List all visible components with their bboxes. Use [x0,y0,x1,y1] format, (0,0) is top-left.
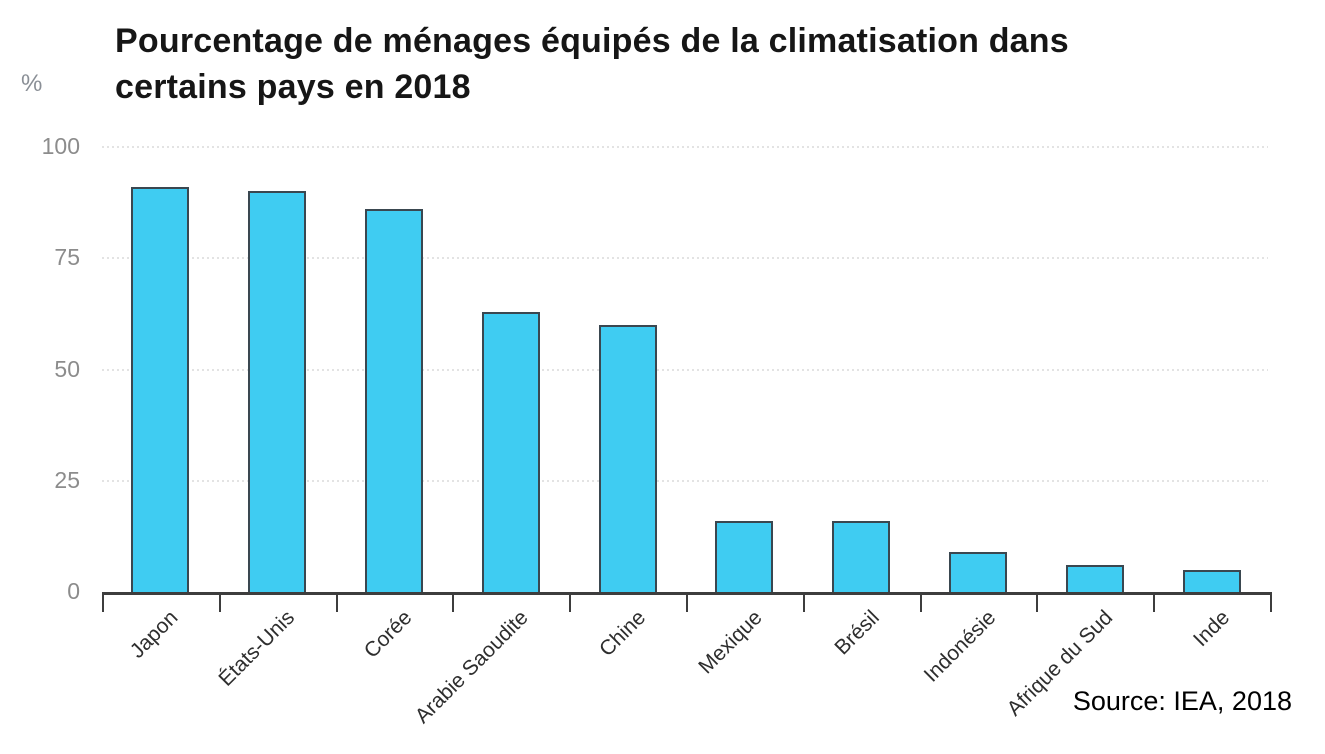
x-axis-tick-5 [686,592,688,612]
bar-mexique [715,521,773,592]
y-tick-label-0: 0 [67,578,80,604]
y-tick-label-25: 25 [54,466,80,493]
bar-inde [1183,570,1241,592]
y-tick-label-75: 75 [54,244,80,271]
y-tick-label-50: 50 [54,355,80,382]
gridline-50 [102,368,1268,371]
source-note: Source: IEA, 2018 [1072,686,1292,716]
x-axis-tick-3 [452,592,454,612]
bar--tats-unis [248,191,306,592]
gridline-25 [102,479,1268,482]
bar-br-sil [832,521,890,592]
bar-japon [131,187,189,592]
chart-title: Pourcentage de ménages équipés de la cli… [115,18,1069,110]
x-category-label-br-sil: Brésil [830,606,884,660]
chart-title-line1: Pourcentage de ménages équipés de la cli… [115,22,1069,60]
x-axis-tick-9 [1153,592,1155,612]
bar-chine [599,325,657,592]
x-category-label-indon-sie: Indonésie [919,606,1001,687]
bar-cor-e [365,209,423,592]
x-axis-tick-0 [102,592,104,612]
gridline-75 [102,257,1268,260]
gridline-100 [102,146,1268,148]
x-axis-tick-4 [569,592,571,612]
bar-afrique-du-sud [1066,565,1124,592]
y-axis-unit-label: % [21,70,43,97]
x-category-label-chine: Chine [594,606,650,662]
x-axis-tick-10 [1270,592,1272,612]
x-category-label-japon: Japon [125,606,183,663]
x-axis-tick-2 [336,592,338,612]
x-category-label-cor-e: Corée [359,606,417,663]
x-category-label-mexique: Mexique [694,606,767,679]
x-category-label-inde: Inde [1188,606,1234,652]
y-tick-label-100: 100 [41,133,80,159]
x-axis-tick-7 [920,592,922,612]
x-axis-tick-6 [803,592,805,612]
bar-indon-sie [949,552,1007,592]
x-category-label-arabie-saoudite: Arabie Saoudite [411,606,534,728]
x-axis-tick-1 [219,592,221,612]
chart-title-line2: certains pays en 2018 [115,68,471,106]
x-category-label--tats-unis: États-Unis [214,606,300,691]
x-axis-tick-8 [1036,592,1038,612]
bar-arabie-saoudite [482,312,540,592]
